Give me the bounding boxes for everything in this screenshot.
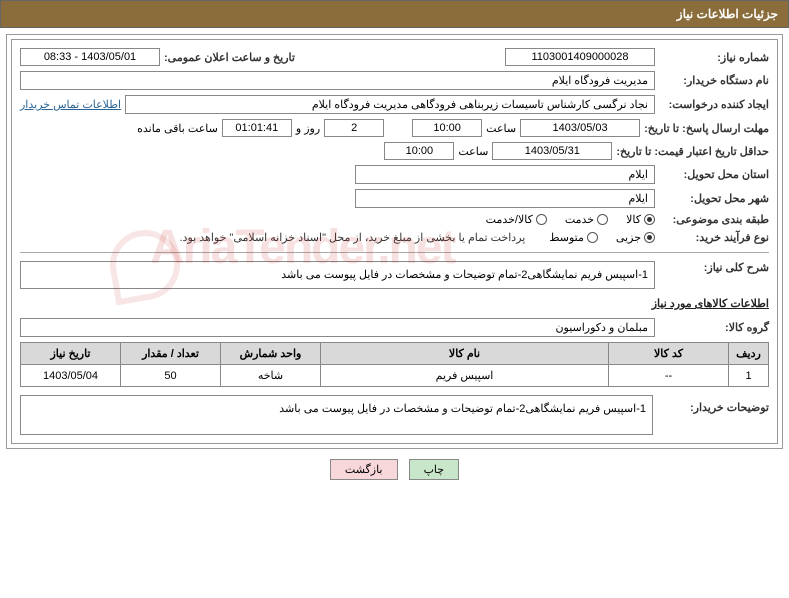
city-field: ایلام — [355, 189, 655, 208]
th-name: نام کالا — [321, 343, 609, 365]
radio-medium[interactable]: متوسط — [549, 231, 598, 244]
category-label: طبقه بندی موضوعی: — [659, 213, 769, 226]
panel-header: جزئیات اطلاعات نیاز — [0, 0, 789, 28]
radio-kala-label: کالا — [626, 213, 641, 226]
need-no-field: 1103001409000028 — [505, 48, 655, 66]
th-date: تاریخ نیاز — [21, 343, 121, 365]
items-section-title: اطلاعات کالاهای مورد نیاز — [20, 297, 769, 310]
td-code: -- — [609, 365, 729, 387]
radio-icon — [644, 232, 655, 243]
th-row: ردیف — [729, 343, 769, 365]
radio-both[interactable]: کالا/خدمت — [486, 213, 547, 226]
radio-icon — [597, 214, 608, 225]
remaining-time-field: 01:01:41 — [222, 119, 292, 137]
table-header-row: ردیف کد کالا نام کالا واحد شمارش تعداد /… — [21, 343, 769, 365]
time-label-2: ساعت — [458, 145, 488, 158]
validity-label: حداقل تاریخ اعتبار قیمت: تا تاریخ: — [616, 145, 769, 158]
td-row: 1 — [729, 365, 769, 387]
time-label-1: ساعت — [486, 122, 516, 135]
table-row: 1 -- اسپیس فریم شاخه 50 1403/05/04 — [21, 365, 769, 387]
outer-frame: شماره نیاز: 1103001409000028 تاریخ و ساع… — [6, 34, 783, 449]
td-qty: 50 — [121, 365, 221, 387]
radio-kala[interactable]: کالا — [626, 213, 655, 226]
th-qty: تعداد / مقدار — [121, 343, 221, 365]
td-date: 1403/05/04 — [21, 365, 121, 387]
validity-time-field: 10:00 — [384, 142, 454, 160]
radio-icon — [644, 214, 655, 225]
process-label: نوع فرآیند خرید: — [659, 231, 769, 244]
announce-label: تاریخ و ساعت اعلان عمومی: — [164, 51, 295, 64]
td-unit: شاخه — [221, 365, 321, 387]
buyer-org-field: مدیریت فرودگاه ایلام — [20, 71, 655, 90]
contact-link[interactable]: اطلاعات تماس خریدار — [20, 98, 121, 111]
summary-box: 1-اسپیس فریم نمایشگاهی2-تمام توضیحات و م… — [20, 261, 655, 289]
days-field: 2 — [324, 119, 384, 137]
creator-label: ایجاد کننده درخواست: — [659, 98, 769, 111]
th-code: کد کالا — [609, 343, 729, 365]
back-button[interactable]: بازگشت — [330, 459, 398, 480]
announce-field: 1403/05/01 - 08:33 — [20, 48, 160, 66]
radio-minor[interactable]: جزیی — [616, 231, 655, 244]
validity-date-field: 1403/05/31 — [492, 142, 612, 160]
group-label: گروه کالا: — [659, 321, 769, 334]
radio-minor-label: جزیی — [616, 231, 641, 244]
deadline-time-field: 10:00 — [412, 119, 482, 137]
radio-service[interactable]: خدمت — [565, 213, 608, 226]
deadline-date-field: 1403/05/03 — [520, 119, 640, 137]
remaining-label: ساعت باقی مانده — [137, 122, 218, 135]
days-label: روز و — [296, 122, 320, 135]
radio-service-label: خدمت — [565, 213, 594, 226]
radio-icon — [536, 214, 547, 225]
buyer-notes-box: 1-اسپیس فریم نمایشگاهی2-تمام توضیحات و م… — [20, 395, 653, 435]
group-field: مبلمان و دکوراسیون — [20, 318, 655, 337]
summary-label: شرح کلی نیاز: — [659, 261, 769, 274]
buyer-notes-label: توضیحات خریدار: — [659, 395, 769, 414]
items-table: ردیف کد کالا نام کالا واحد شمارش تعداد /… — [20, 342, 769, 387]
radio-both-label: کالا/خدمت — [486, 213, 533, 226]
city-label: شهر محل تحویل: — [659, 192, 769, 205]
divider — [20, 252, 769, 253]
td-name: اسپیس فریم — [321, 365, 609, 387]
need-no-label: شماره نیاز: — [659, 51, 769, 64]
payment-note: پرداخت تمام یا بخشی از مبلغ خرید، از محل… — [180, 231, 526, 244]
inner-frame: شماره نیاز: 1103001409000028 تاریخ و ساع… — [11, 39, 778, 444]
buyer-org-label: نام دستگاه خریدار: — [659, 74, 769, 87]
province-label: استان محل تحویل: — [659, 168, 769, 181]
print-button[interactable]: چاپ — [409, 459, 460, 480]
creator-field: نجاد نرگسی کارشناس تاسیسات زیربناهی فرود… — [125, 95, 655, 114]
province-field: ایلام — [355, 165, 655, 184]
th-unit: واحد شمارش — [221, 343, 321, 365]
radio-icon — [587, 232, 598, 243]
radio-medium-label: متوسط — [549, 231, 584, 244]
deadline-label: مهلت ارسال پاسخ: تا تاریخ: — [644, 122, 769, 135]
